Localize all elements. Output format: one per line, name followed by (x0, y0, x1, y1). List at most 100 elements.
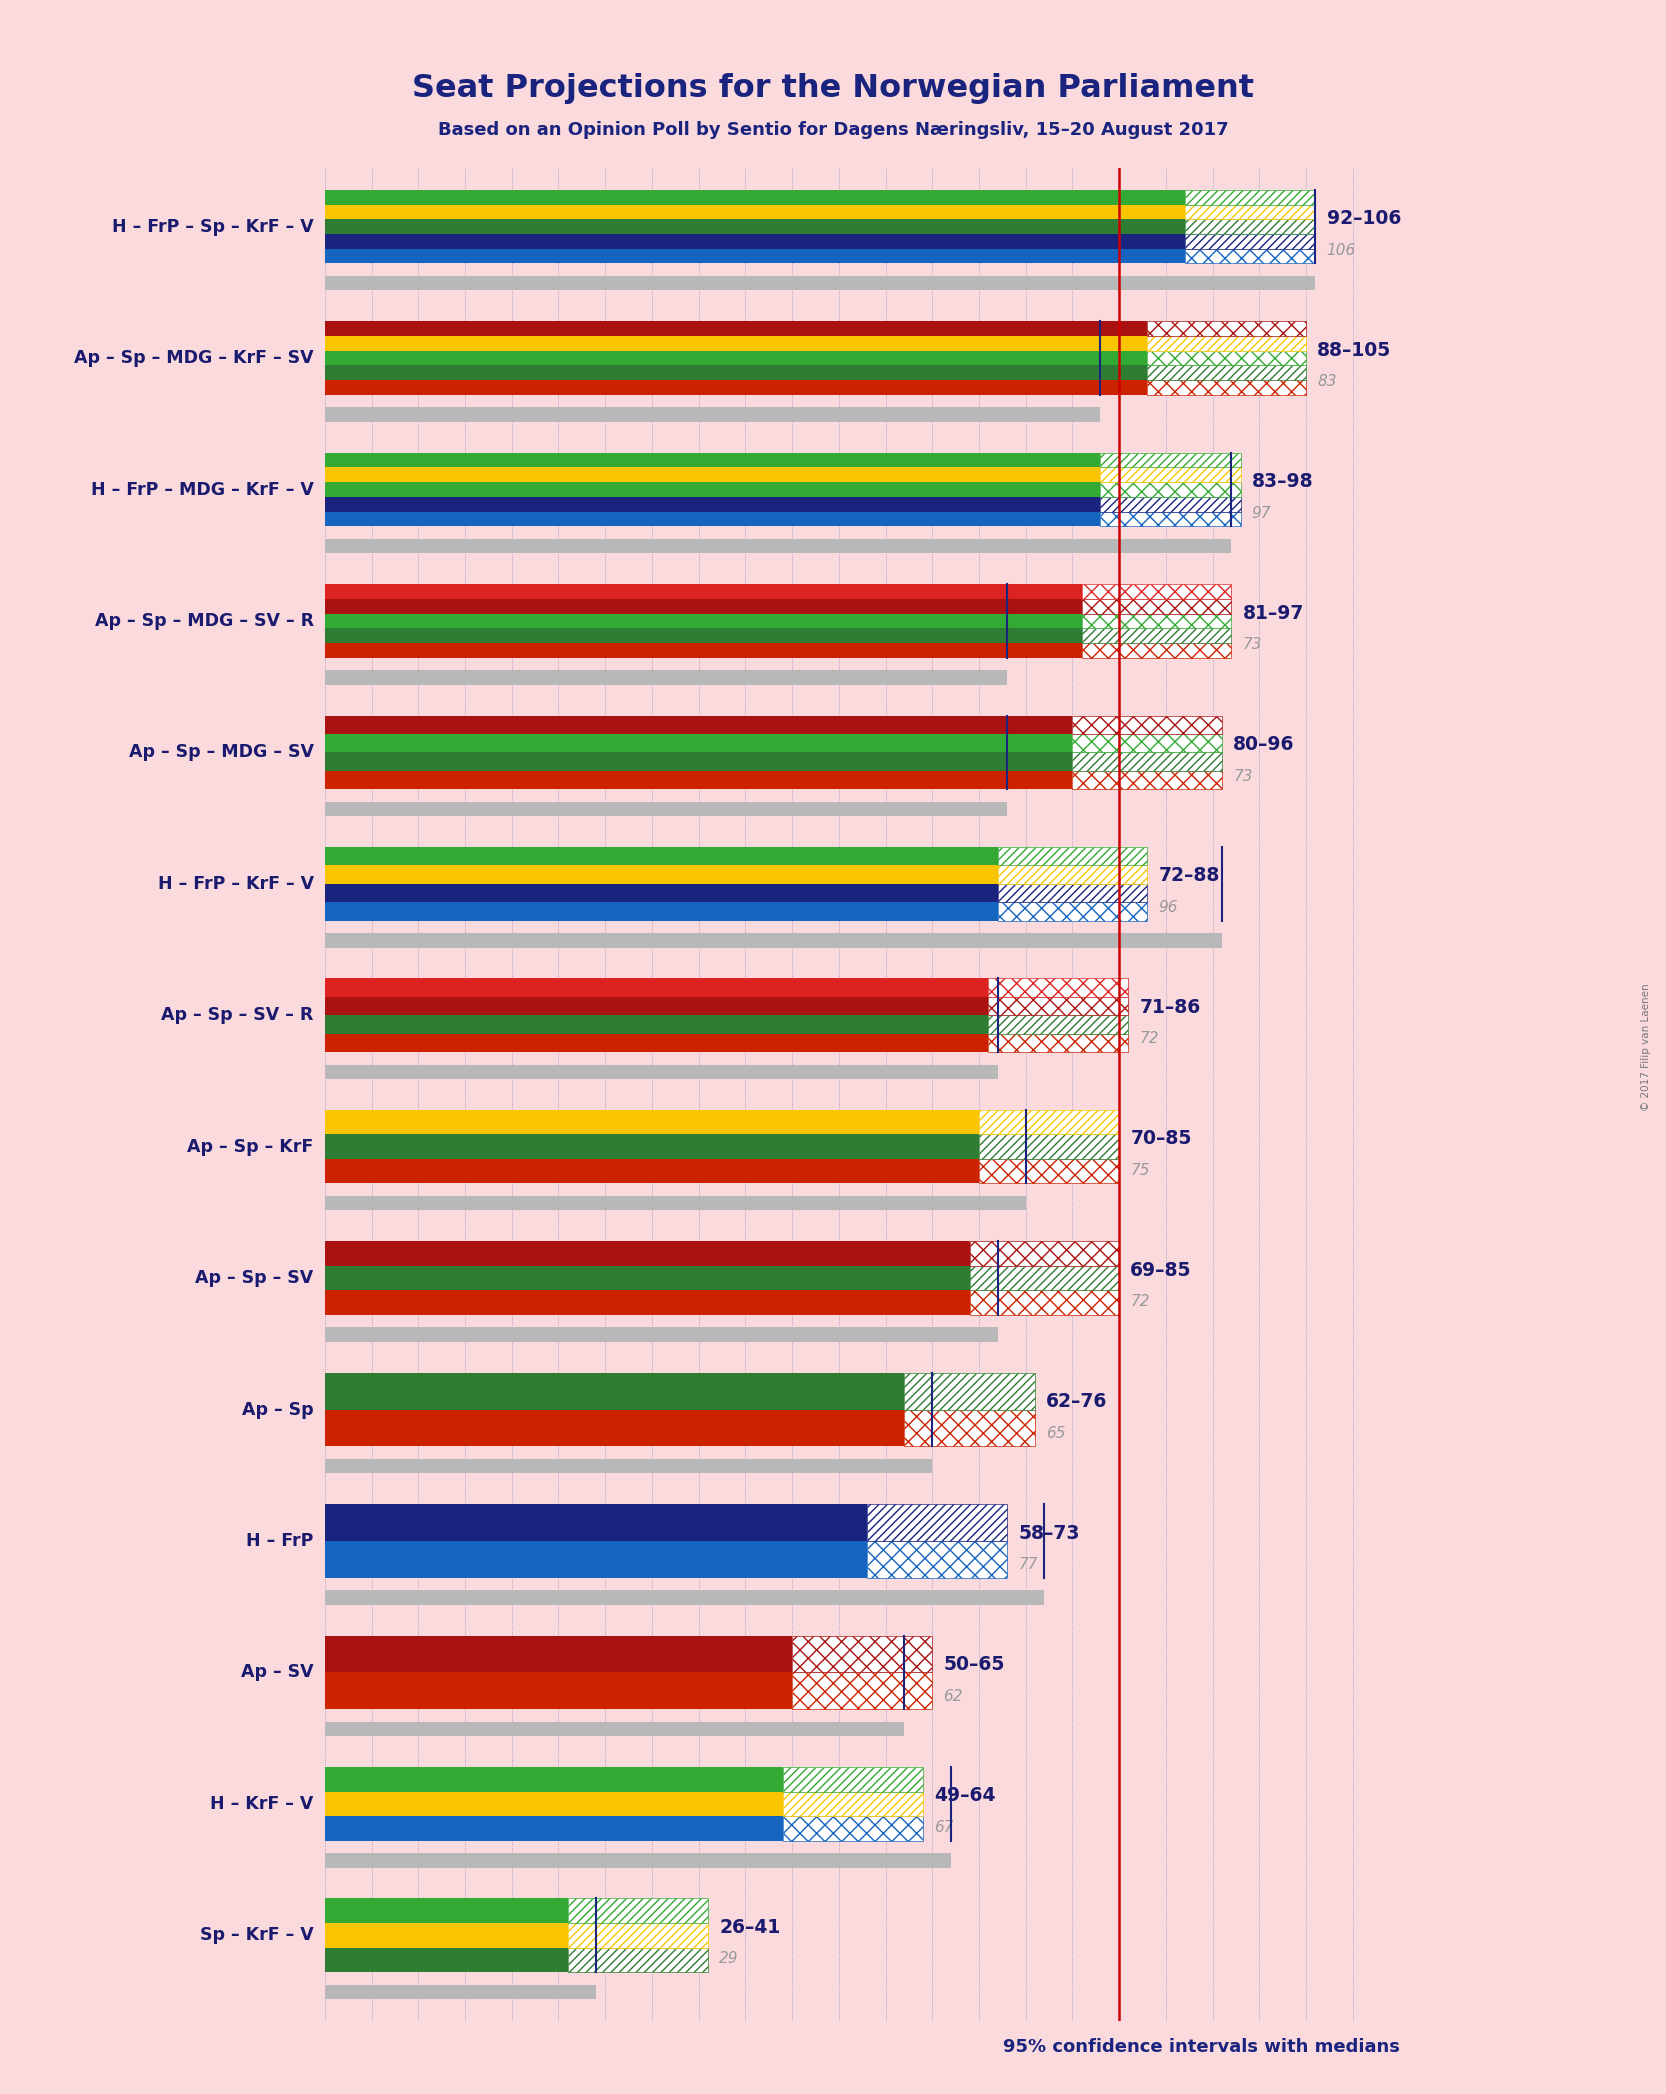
Bar (568, 1922, 708, 1947)
Bar (325, 614, 1081, 628)
Bar (325, 1792, 783, 1815)
Bar (325, 1016, 988, 1034)
Bar (866, 1503, 1006, 1541)
Bar (325, 511, 1101, 526)
Bar (1148, 320, 1306, 335)
Text: Ap – Sp – MDG – SV: Ap – Sp – MDG – SV (128, 743, 313, 762)
Bar (1073, 752, 1221, 771)
Bar (325, 628, 1081, 643)
Bar (325, 452, 1101, 467)
Bar (325, 1541, 866, 1577)
Bar (1148, 366, 1306, 381)
Bar (791, 1635, 933, 1673)
Bar (783, 1767, 923, 1792)
Bar (980, 1110, 1120, 1135)
Bar (1081, 614, 1231, 628)
Bar (866, 1541, 1006, 1577)
Bar (988, 1034, 1128, 1051)
Bar (1185, 205, 1316, 220)
Bar (998, 848, 1148, 865)
Bar (325, 496, 1101, 511)
Bar (988, 1016, 1128, 1034)
Bar (325, 1815, 783, 1841)
Bar (325, 802, 1006, 817)
Bar (325, 205, 1185, 220)
Bar (1101, 496, 1241, 511)
Text: 75: 75 (1130, 1162, 1150, 1177)
Text: 67: 67 (935, 1820, 953, 1834)
Bar (1185, 205, 1316, 220)
Bar (325, 366, 1148, 381)
Text: 62: 62 (943, 1688, 963, 1705)
Bar (325, 335, 1148, 350)
Bar (568, 1899, 708, 1922)
Text: 73: 73 (1243, 637, 1261, 651)
Bar (325, 752, 1073, 771)
Bar (325, 599, 1081, 614)
Bar (970, 1290, 1120, 1315)
Bar (325, 320, 1148, 335)
Bar (1081, 599, 1231, 614)
Bar (325, 191, 1185, 205)
Bar (325, 884, 998, 903)
Text: © 2017 Filip van Laenen: © 2017 Filip van Laenen (1641, 984, 1651, 1110)
Bar (1148, 350, 1306, 366)
Bar (568, 1947, 708, 1973)
Bar (568, 1899, 708, 1922)
Text: Ap – Sp: Ap – Sp (242, 1401, 313, 1418)
Bar (325, 1328, 998, 1342)
Bar (325, 1947, 568, 1973)
Bar (1101, 467, 1241, 482)
Text: 97: 97 (1251, 505, 1271, 521)
Text: 80–96: 80–96 (1233, 735, 1294, 754)
Bar (325, 1985, 596, 2000)
Bar (1081, 643, 1231, 658)
Bar (325, 997, 988, 1016)
Bar (325, 1290, 970, 1315)
Bar (1185, 191, 1316, 205)
Bar (783, 1815, 923, 1841)
Bar (1101, 452, 1241, 467)
Bar (970, 1242, 1120, 1267)
Bar (998, 865, 1148, 884)
Bar (988, 978, 1128, 997)
Bar (998, 903, 1148, 921)
Text: 83–98: 83–98 (1251, 471, 1313, 492)
Bar (325, 934, 1221, 949)
Bar (325, 643, 1081, 658)
Bar (988, 1034, 1128, 1051)
Bar (1148, 381, 1306, 396)
Bar (988, 1016, 1128, 1034)
Bar (325, 735, 1073, 752)
Bar (325, 538, 1231, 553)
Bar (783, 1815, 923, 1841)
Bar (1073, 752, 1221, 771)
Bar (325, 1899, 568, 1922)
Bar (980, 1110, 1120, 1135)
Bar (1073, 716, 1221, 735)
Bar (325, 1064, 998, 1078)
Bar (783, 1792, 923, 1815)
Bar (1185, 235, 1316, 249)
Bar (1185, 249, 1316, 264)
Text: 73: 73 (1233, 768, 1253, 783)
Bar (980, 1158, 1120, 1183)
Bar (325, 350, 1148, 366)
Text: H – FrP – KrF – V: H – FrP – KrF – V (158, 875, 313, 892)
Bar (325, 1673, 791, 1709)
Bar (970, 1267, 1120, 1290)
Bar (325, 1853, 951, 1868)
Text: 72–88: 72–88 (1158, 867, 1220, 886)
Text: 49–64: 49–64 (935, 1786, 996, 1805)
Bar (980, 1135, 1120, 1158)
Bar (325, 1922, 568, 1947)
Bar (791, 1673, 933, 1709)
Bar (325, 1196, 1026, 1210)
Bar (988, 997, 1128, 1016)
Bar (325, 1635, 791, 1673)
Bar (1081, 628, 1231, 643)
Bar (1081, 584, 1231, 599)
Bar (970, 1242, 1120, 1267)
Text: H – FrP: H – FrP (247, 1533, 313, 1550)
Bar (568, 1947, 708, 1973)
